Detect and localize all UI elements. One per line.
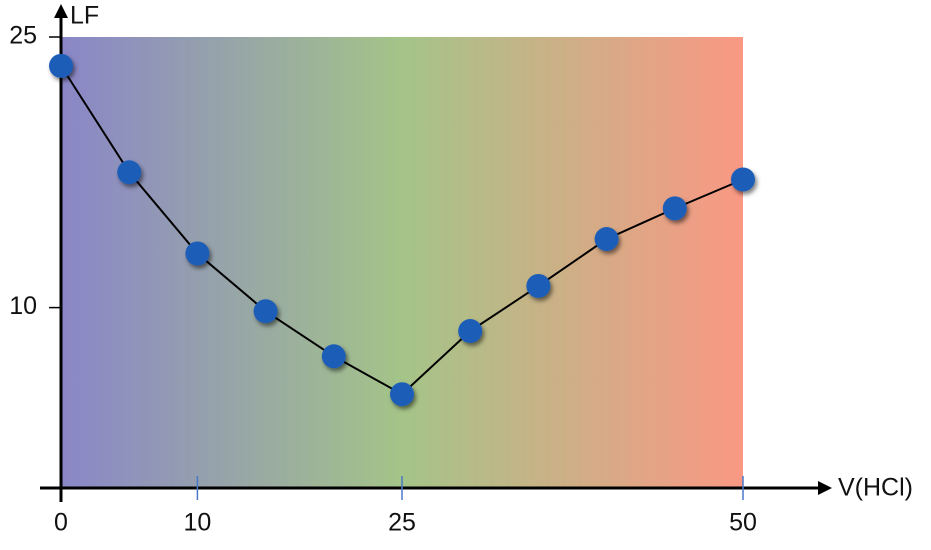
data-point [662,196,687,221]
data-point [253,299,278,324]
x-axis-label: V(HCl) [838,474,913,502]
x-tick-label: 0 [54,509,68,537]
data-point [594,227,619,252]
y-tick-label: 25 [9,22,37,50]
x-tick-label: 50 [729,509,757,537]
plot-background [61,37,743,488]
data-point [458,319,483,344]
y-axis-label: LF [70,2,99,30]
data-point [49,53,73,78]
x-axis-arrow [818,481,832,495]
y-tick-label: 10 [9,292,37,320]
x-tick-label: 10 [183,509,211,537]
data-point [185,241,210,266]
data-point [390,382,414,407]
plot-area: 0 10 25 50 10 25 [9,4,832,537]
data-point [526,273,551,298]
data-point [321,344,346,369]
y-axis-arrow [54,4,68,18]
data-point [117,160,142,185]
x-tick-label: 25 [388,509,416,537]
data-point [731,167,755,192]
